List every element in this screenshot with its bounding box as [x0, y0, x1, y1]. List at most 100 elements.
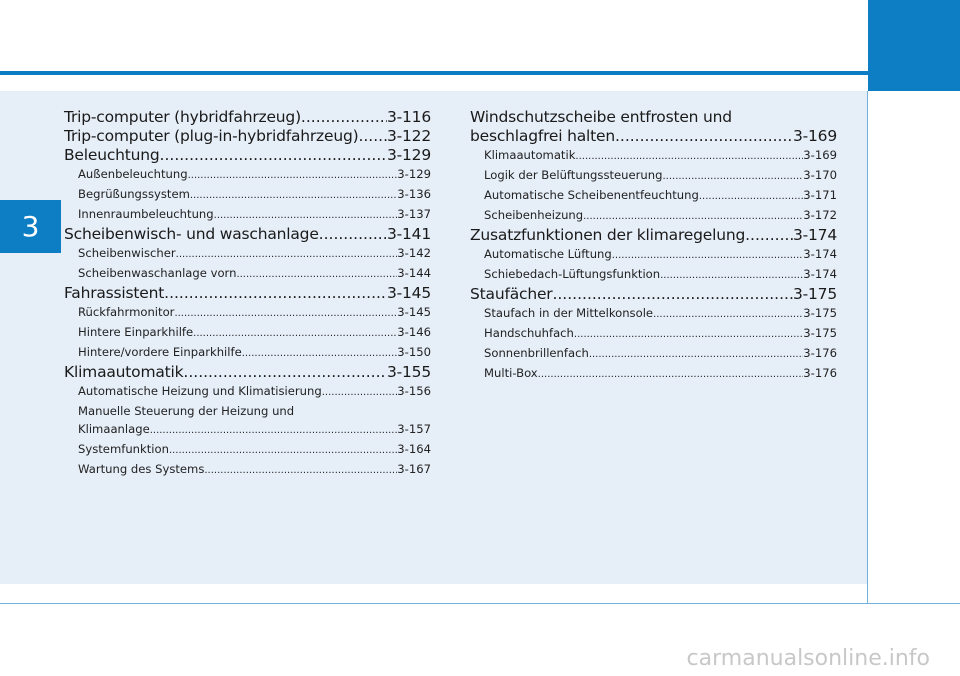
toc-heading[interactable]: Scheibenwisch- und waschanlage 3-141 [64, 225, 431, 244]
toc-entry-title: Schiebedach-Lüftungsfunktion [484, 267, 661, 281]
toc-entry-title: Innenraumbeleuchtung [78, 207, 214, 221]
toc-heading[interactable]: Fahrassistent 3-145 [64, 284, 431, 303]
toc-entry[interactable]: Klimaautomatik 3-169 [470, 146, 837, 166]
toc-entry[interactable]: Handschuhfach 3-175 [470, 324, 837, 344]
toc-heading[interactable]: Trip-computer (hybridfahrzeug) 3-116 [64, 108, 431, 127]
toc-entry[interactable]: Systemfunktion 3-164 [64, 440, 431, 460]
leader-dots [242, 343, 398, 363]
toc-heading[interactable]: Zusatzfunktionen der klimaregelung 3-174 [470, 226, 837, 245]
toc-entry-page: 3-141 [386, 225, 431, 243]
toc-entry-title: Staufach in der Mittelkonsole [484, 306, 654, 320]
right-rule [867, 91, 868, 603]
toc-heading[interactable]: beschlagfrei halten 3-169 [470, 127, 837, 146]
leader-dots [214, 205, 398, 225]
toc-entry[interactable]: Scheibenwischer 3-142 [64, 244, 431, 264]
toc-column-left: Trip-computer (hybridfahrzeug) 3-116Trip… [64, 108, 431, 480]
leader-dots [174, 303, 397, 323]
leader-dots [583, 206, 803, 226]
leader-dots [188, 165, 398, 185]
toc-entry-title: Automatische Heizung und Klimatisierung [78, 384, 322, 398]
toc-entry-title: Klimaautomatik [484, 148, 576, 162]
toc-entry-title: Hintere/vordere Einparkhilfe [78, 345, 242, 359]
toc-entry[interactable]: Logik der Belüftungssteuerung 3-170 [470, 166, 837, 186]
toc-entry-title: beschlagfrei halten [470, 127, 615, 145]
leader-dots [193, 323, 397, 343]
toc-entry-title: Automatische Scheibenentfeuchtung [484, 188, 699, 202]
toc-entry-page: 3-122 [386, 127, 431, 145]
toc-entry-page: 3-164 [397, 442, 431, 456]
toc-entry-title: Handschuhfach [484, 326, 574, 340]
toc-entry[interactable]: Hintere Einparkhilfe 3-146 [64, 323, 431, 343]
toc-entry-page: 3-116 [386, 108, 431, 126]
toc-entry-page: 3-157 [397, 422, 431, 436]
toc-entry-page: 3-175 [792, 285, 837, 303]
toc-entry-title: Wartung des Systems [78, 462, 205, 476]
leader-dots [745, 226, 793, 245]
toc-entry[interactable]: Klimaanlage 3-157 [64, 420, 431, 440]
toc-entry-page: 3-170 [803, 168, 837, 182]
toc-entry[interactable]: Begrüßungssystem 3-136 [64, 185, 431, 205]
toc-entry[interactable]: Sonnenbrillenfach 3-176 [470, 344, 837, 364]
top-rule [0, 71, 868, 75]
leader-dots [615, 127, 793, 146]
toc-entry-page: 3-155 [386, 363, 431, 381]
leader-dots [183, 363, 387, 382]
toc-entry-page: 3-136 [397, 187, 431, 201]
toc-entry-page: 3-142 [397, 246, 431, 260]
toc-entry[interactable]: Automatische Heizung und Klimatisierung … [64, 382, 431, 402]
toc-entry[interactable]: Scheibenheizung 3-172 [470, 206, 837, 226]
toc-entry-title: Scheibenheizung [484, 208, 584, 222]
toc-entry-title: Logik der Belüftungssteuerung [484, 168, 663, 182]
leader-dots [662, 166, 803, 186]
toc-entry-page: 3-137 [397, 207, 431, 221]
toc-entry[interactable]: Automatische Lüftung 3-174 [470, 245, 837, 265]
toc-entry-title: Automatische Lüftung [484, 247, 612, 261]
toc-entry-title: Rückfahrmonitor [78, 305, 175, 319]
chapter-tab: 3 [0, 200, 61, 253]
toc-entry-title: Begrüßungssystem [78, 187, 190, 201]
leader-dots [552, 285, 793, 304]
toc-entry-page: 3-174 [803, 267, 837, 281]
toc-entry-page: 3-174 [792, 226, 837, 244]
toc-entry-title: Beleuchtung [64, 146, 160, 164]
toc-entry-title: Trip-computer (plug-in-hybridfahrzeug) [64, 127, 359, 145]
toc-entry[interactable]: Rückfahrmonitor 3-145 [64, 303, 431, 323]
toc-heading[interactable]: Staufächer 3-175 [470, 285, 837, 304]
toc-entry[interactable]: Multi-Box 3-176 [470, 364, 837, 384]
toc-entry[interactable]: Innenraumbeleuchtung 3-137 [64, 205, 431, 225]
toc-entry-title: Scheibenwaschanlage vorn [78, 266, 237, 280]
toc-entry[interactable]: Schiebedach-Lüftungsfunktion 3-174 [470, 265, 837, 285]
leader-dots [612, 245, 804, 265]
toc-entry-page: 3-176 [803, 366, 837, 380]
toc-entry-title: Außenbeleuchtung [78, 167, 188, 181]
leader-dots [190, 185, 397, 205]
toc-entry-title: Scheibenwisch- und waschanlage [64, 225, 319, 243]
leader-dots [150, 420, 398, 440]
leader-dots [301, 108, 387, 127]
toc-entry-page: 3-169 [792, 127, 837, 145]
toc-entry-page: 3-169 [803, 148, 837, 162]
toc-entry-title: Multi-Box [484, 366, 538, 380]
toc-entry-page: 3-167 [397, 462, 431, 476]
toc-heading[interactable]: Klimaautomatik 3-155 [64, 363, 431, 382]
leader-dots [575, 146, 803, 166]
toc-entry-page: 3-145 [397, 305, 431, 319]
toc-entry-page: 3-144 [397, 266, 431, 280]
leader-dots [358, 127, 387, 146]
leader-dots [236, 264, 397, 284]
toc-entry-page: 3-172 [803, 208, 837, 222]
watermark: carmanualsonline.info [686, 646, 930, 671]
toc-entry-page: 3-171 [803, 188, 837, 202]
toc-heading[interactable]: Beleuchtung 3-129 [64, 146, 431, 165]
toc-entry[interactable]: Automatische Scheibenentfeuchtung 3-171 [470, 186, 837, 206]
toc-entry[interactable]: Außenbeleuchtung 3-129 [64, 165, 431, 185]
toc-entry-page: 3-129 [386, 146, 431, 164]
toc-entry-title: Systemfunktion [78, 442, 169, 456]
toc-entry[interactable]: Scheibenwaschanlage vorn 3-144 [64, 264, 431, 284]
toc-entry[interactable]: Wartung des Systems 3-167 [64, 460, 431, 480]
toc-entry[interactable]: Hintere/vordere Einparkhilfe 3-150 [64, 343, 431, 363]
toc-entry[interactable]: Staufach in der Mittelkonsole 3-175 [470, 304, 837, 324]
toc-heading[interactable]: Trip-computer (plug-in-hybridfahrzeug) 3… [64, 127, 431, 146]
toc-entry-title: Scheibenwischer [78, 246, 176, 260]
toc-heading-line: Windschutzscheibe entfrosten und [470, 108, 732, 126]
